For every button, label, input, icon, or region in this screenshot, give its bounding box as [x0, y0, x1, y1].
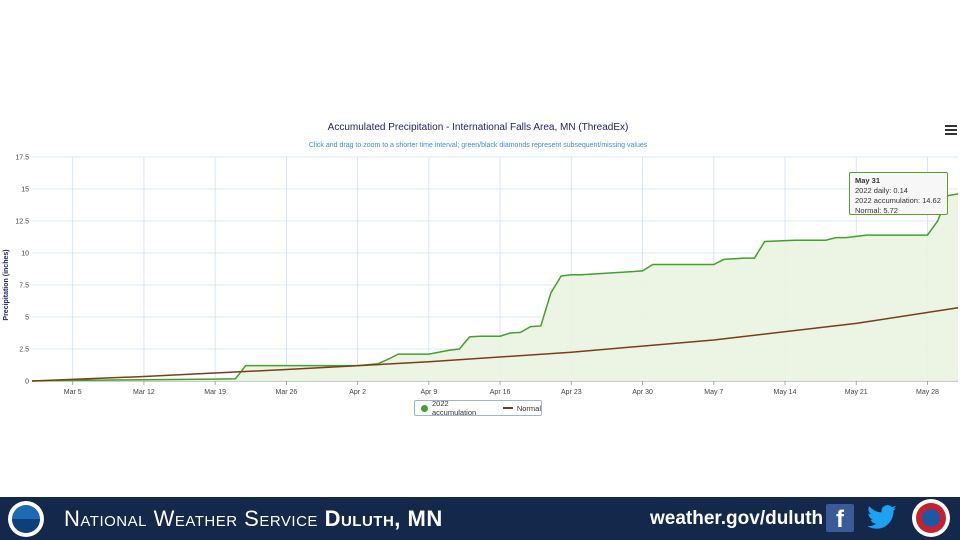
x-tick-label: May 14	[774, 389, 797, 396]
x-tick-label: May 28	[916, 389, 939, 396]
x-tick-label: Apr 9	[420, 389, 437, 396]
legend-marker-normal	[502, 407, 513, 409]
precipitation-chart[interactable]: Accumulated Precipitation - Internationa…	[0, 110, 960, 420]
menu-bar	[945, 129, 957, 131]
legend-item-accumulation[interactable]: 2022 accumulation	[415, 399, 495, 417]
tooltip-accumulation: 2022 accumulation: 14.62	[855, 196, 941, 205]
website-url[interactable]: weather.gov/duluth	[650, 508, 824, 529]
normal-line	[31, 307, 959, 382]
legend-marker-accumulation	[421, 404, 428, 412]
chart-tooltip: May 31 2022 daily: 0.14 2022 accumulatio…	[849, 172, 948, 215]
noaa-logo-wave	[12, 519, 40, 533]
footer-banner: National Weather Service Duluth, MN weat…	[0, 497, 960, 540]
x-tick-label: Mar 12	[133, 389, 155, 396]
menu-bar	[945, 125, 957, 127]
tooltip-date: May 31	[855, 176, 881, 185]
chart-subtitle: Click and drag to zoom to a shorter time…	[309, 142, 648, 149]
legend-label-accumulation: 2022 accumulation	[431, 399, 477, 417]
chart-menu-button[interactable]	[945, 124, 957, 136]
x-tick-label: Mar 26	[275, 389, 297, 396]
y-axis-label: Precipitation (inches)	[3, 249, 10, 320]
x-tick-label: Apr 2	[349, 389, 366, 396]
x-tick-label: Apr 16	[490, 389, 511, 396]
x-tick-label: Mar 19	[204, 389, 226, 396]
tooltip-normal: Normal: 5.72	[855, 206, 898, 215]
y-tick-label: 2.5	[19, 347, 29, 354]
y-tick-label: 10	[21, 251, 29, 258]
chart-title: Accumulated Precipitation - Internationa…	[328, 122, 629, 133]
facebook-icon[interactable]: f	[826, 504, 854, 533]
y-tick-label: 17.5	[15, 155, 29, 162]
series-layer	[31, 193, 959, 382]
office-title: National Weather Service Duluth, MN	[64, 506, 443, 532]
y-tick-label: 12.5	[15, 219, 29, 226]
legend-label-normal: Normal	[516, 403, 541, 413]
twitter-icon[interactable]	[866, 503, 898, 533]
chart-container[interactable]: Accumulated Precipitation - Internationa…	[0, 110, 960, 420]
org-name: National Weather Service	[64, 506, 318, 531]
menu-bar	[945, 133, 957, 135]
y-tick-label: 0	[25, 379, 29, 386]
x-tick-label: May 21	[845, 389, 868, 396]
tooltip-daily: 2022 daily: 0.14	[855, 186, 908, 195]
noaa-logo	[8, 501, 44, 537]
accumulation-area	[32, 193, 958, 381]
y-tick-label: 7.5	[19, 283, 29, 290]
y-tick-label: 5	[25, 315, 29, 322]
nws-logo-core	[922, 509, 940, 527]
x-tick-label: Apr 23	[561, 389, 582, 396]
chart-legend: 2022 accumulation Normal	[414, 399, 542, 417]
x-tick-label: Apr 30	[632, 389, 653, 396]
office-name: Duluth, MN	[324, 506, 443, 531]
y-tick-label: 15	[21, 187, 29, 194]
legend-item-normal[interactable]: Normal	[495, 404, 541, 413]
axis-labels: 0 2.5 5 7.5 10 12.5 15 17.5 Mar 5 Mar 12 Mar 19 Mar…	[15, 155, 939, 397]
x-tick-label: Mar 5	[64, 389, 82, 396]
x-tick-label: May 7	[704, 389, 723, 396]
nws-logo	[912, 499, 950, 537]
